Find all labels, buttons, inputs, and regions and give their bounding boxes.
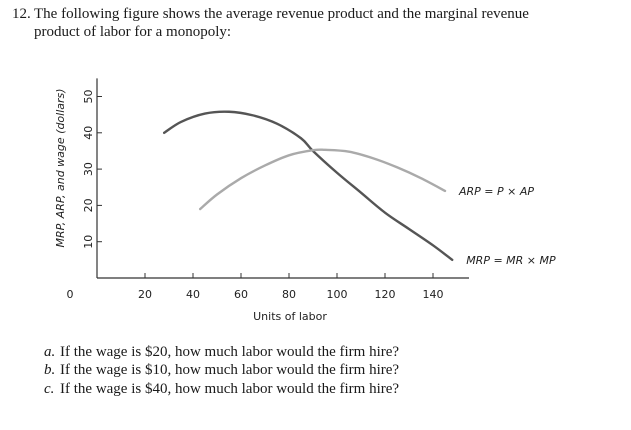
part-label: c. — [44, 381, 55, 397]
question-number: 12. — [12, 6, 31, 22]
part-c: c. If the wage is $40, how much labor wou… — [44, 381, 399, 398]
part-text: If the wage is $40, how much labor would… — [60, 381, 400, 397]
x-tick-label: 40 — [186, 288, 200, 301]
part-label: b. — [44, 362, 56, 378]
y-tick-label: 40 — [82, 126, 95, 140]
mrp-curve — [163, 110, 454, 262]
y-axis-label: MRP, ARP, and wage (dollars) — [54, 88, 67, 247]
x-tick-label: 80 — [282, 288, 296, 301]
x-axis-label: Units of labor — [253, 310, 327, 323]
y-tick-label: 50 — [82, 90, 95, 104]
part-label: a. — [44, 344, 56, 360]
x-tick-label: 60 — [234, 288, 248, 301]
part-b: b. If the wage is $10, how much labor wou… — [44, 362, 399, 379]
y-tick-label: 30 — [82, 162, 95, 176]
x-tick-label: 20 — [138, 288, 152, 301]
part-text: If the wage is $20, how much labor would… — [60, 344, 400, 360]
part-text: If the wage is $10, how much labor would… — [60, 362, 400, 378]
x-tick-label: 100 — [327, 288, 348, 301]
mrp-label: MRP = MR × MP — [466, 254, 556, 267]
y-tick-label: 20 — [82, 198, 95, 212]
revenue-product-chart: 0 20 40 60 80 100 120 140 10 20 30 40 50 MRP = MR × … — [54, 78, 556, 323]
arp-curve — [199, 148, 447, 211]
question-line-2: product of labor for a monopoly: — [34, 24, 232, 40]
x-tick-label: 140 — [423, 288, 444, 301]
arp-label: ARP = P × AP — [458, 185, 534, 198]
question-text: 12. The following figure shows the averag… — [12, 5, 622, 41]
x-tick-label: 0 — [67, 288, 74, 301]
y-tick-label: 10 — [82, 235, 95, 249]
x-tick-label: 120 — [375, 288, 396, 301]
part-a: a. If the wage is $20, how much labor wou… — [44, 344, 399, 361]
question-line-1: The following figure shows the average r… — [34, 6, 529, 22]
